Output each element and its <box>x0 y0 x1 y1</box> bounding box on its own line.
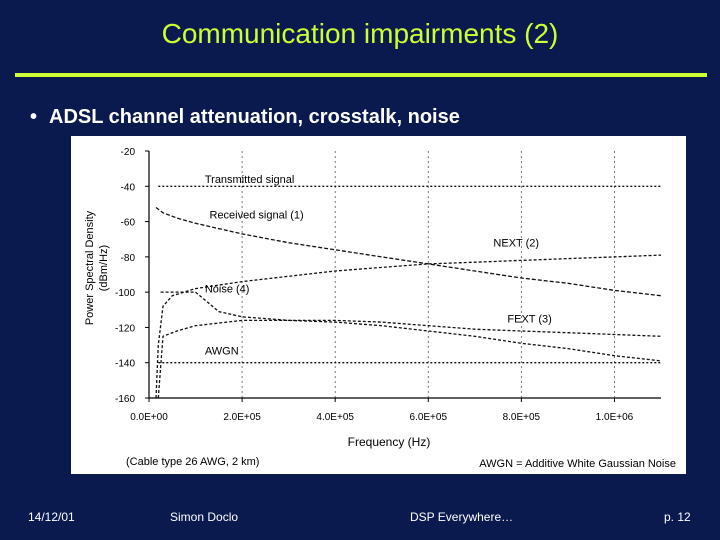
series-line <box>157 319 662 399</box>
y-axis-label-line1: Power Spectral Density <box>84 210 96 325</box>
series-label: NEXT (2) <box>493 238 539 250</box>
x-tick-label: 1.0E+06 <box>596 412 634 423</box>
y-tick-label: -120 <box>115 323 135 334</box>
series-lines <box>155 185 662 399</box>
series-label: AWGN <box>205 345 239 357</box>
series-label: Noise (4) <box>205 284 250 296</box>
x-axis-label: Frequency (Hz) <box>348 435 431 449</box>
bullet-marker: • <box>30 106 38 128</box>
x-tick-labels: 0.0E+00 2.0E+05 4.0E+05 6.0E+05 8.0E+05 1.0E+… <box>130 398 634 423</box>
psd-chart: -20 -40 -60 -80 -100 -120 -140 -160 0.0E+00 2.0E… <box>84 147 676 470</box>
bullet-text: ADSL channel attenuation, crosstalk, noi… <box>49 106 460 128</box>
y-axis-label-line2: (dBm/Hz) <box>98 245 110 291</box>
chart-grid <box>241 151 615 398</box>
slide-title: Communication impairments (2) <box>161 18 559 49</box>
y-tick-label: -80 <box>121 253 136 264</box>
title-rule <box>15 73 707 77</box>
series-line <box>155 254 662 399</box>
x-tick-label: 0.0E+00 <box>130 412 168 423</box>
y-tick-label: -20 <box>121 147 136 158</box>
x-tick-label: 4.0E+05 <box>316 412 354 423</box>
caption-cable-type: (Cable type 26 AWG, 2 km) <box>126 456 259 468</box>
y-tick-label: -40 <box>121 182 136 193</box>
series-line <box>160 291 662 337</box>
series-label: Received signal (1) <box>210 210 304 222</box>
y-tick-label: -140 <box>115 359 135 370</box>
series-label: Transmitted signal <box>205 174 294 186</box>
bullet-item: • ADSL channel attenuation, crosstalk, no… <box>30 106 460 129</box>
x-tick-label: 8.0E+05 <box>503 412 541 423</box>
y-tick-labels: -20 -40 -60 -80 -100 -120 -140 -160 <box>115 147 149 405</box>
y-tick-label: -100 <box>115 288 135 299</box>
x-tick-label: 6.0E+05 <box>409 412 447 423</box>
series-line <box>155 206 662 297</box>
y-tick-label: -60 <box>121 218 136 229</box>
footer-date: 14/12/01 <box>28 510 75 524</box>
caption-awgn: AWGN = Additive White Gaussian Noise <box>479 458 676 470</box>
series-label: FEXT (3) <box>507 314 551 326</box>
y-tick-label: -160 <box>115 394 135 405</box>
psd-chart-figure: -20 -40 -60 -80 -100 -120 -140 -160 0.0E+00 2.0E… <box>71 136 686 474</box>
series-labels: Transmitted signal Received signal (1) NEX… <box>205 174 552 357</box>
x-tick-label: 2.0E+05 <box>223 412 261 423</box>
footer-page-number: p. 12 <box>664 510 691 524</box>
footer-course: DSP Everywhere… <box>410 510 514 524</box>
footer-author: Simon Doclo <box>170 510 239 524</box>
